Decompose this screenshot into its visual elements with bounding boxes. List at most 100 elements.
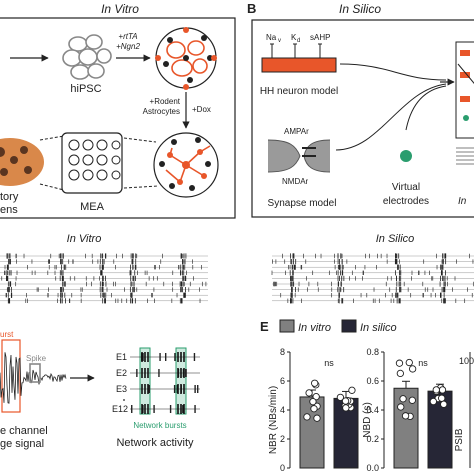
data-point [303,413,311,421]
y-tick-label: 100 [459,356,474,366]
data-point [312,393,320,401]
hipsc-cells-icon [62,34,112,80]
data-point [309,398,317,406]
right-partial-label: In [458,196,467,207]
hh-label: HH neuron model [260,86,338,97]
nbd-bar-chart: 0.0 0.2 0.4 0.6 0.8 NBD (s) ns [362,347,453,473]
network-bursts-raster [130,347,200,415]
y-tick-label: 0.6 [366,376,379,386]
channel-k-sub: d [297,38,300,44]
partial-raster-icon [456,147,474,165]
synapse-model-icon [267,139,331,173]
raster-in-silico-title: In Silico [376,233,415,245]
converging-lines [335,63,447,151]
channel-label-2: ge signal [0,438,44,450]
electrode-e3: E3 [116,384,127,394]
coculture-icon [153,132,219,198]
data-point [438,386,447,394]
neuron-culture-icon [155,27,217,90]
raster-in-vitro-title: In Vitro [67,233,102,245]
legend-in-silico-label: In silico [360,322,397,334]
data-point [408,396,416,404]
data-point [341,397,350,405]
data-point [397,403,405,411]
synapse-label: Synapse model [268,198,337,209]
data-point [336,393,345,402]
network-activity-label: Network activity [116,437,194,449]
raster-in-silico [271,253,474,304]
panel-a-title: In Vitro [101,2,139,16]
data-point [399,395,407,403]
data-point [405,358,413,367]
y-tick-label: 4 [280,405,285,415]
legend-in-silico-swatch [341,319,357,333]
data-point [429,397,438,406]
channel-label-1: e channel [0,425,48,437]
rodent-tissue-icon [0,138,44,186]
y-tick-label: 0.4 [366,405,379,415]
virtual-electrode-icon [400,150,412,162]
arrow1-label-2: +Ngn2 [116,42,140,51]
data-point [438,394,446,402]
data-point [311,379,319,387]
voltage-trace-icon [0,339,67,413]
panel-b-letter: B [247,1,256,16]
y-tick-label: 6 [280,376,285,386]
ampar-label: AMPAr [284,127,309,136]
data-point [432,386,440,394]
y-axis-label: NBD (s) [362,402,373,438]
dashed-line-top [39,135,65,141]
channel-na-label: Na [266,33,277,42]
raster-in-vitro [0,253,208,304]
nbr-bar-chart: 0 2 4 6 8 NBR (NBs/min) ns [268,347,359,473]
data-point [313,414,321,422]
spike-label: Spike [26,354,47,363]
panel-b-title: In Silico [339,2,381,16]
data-point [342,404,350,412]
left-label-1: tory [0,191,19,203]
y-tick-label: 0.8 [366,347,379,357]
y-tick-label: 0.0 [366,463,379,473]
channel-k-label: K [291,33,297,42]
data-point [395,359,404,367]
data-point [305,389,313,397]
left-label-2: ens [0,204,18,216]
electrode-e2: E2 [116,368,127,378]
panel-e-letter: E [260,319,269,334]
arrow2-label-1: +Rodent [150,97,181,106]
y-axis-label: NBR (NBs/min) [268,386,279,454]
channel-na-sub: v [278,38,281,44]
data-point [310,405,318,413]
hipsc-label: hiPSC [70,83,101,95]
network-model-icon [455,41,474,139]
y-tick-label: 8 [280,347,285,357]
virtual-label-1: Virtual [392,182,420,193]
y-axis-label: PSIB [454,428,465,451]
electrode-e1: E1 [116,352,127,362]
dashed-line-bottom [39,183,65,191]
data-point [440,400,448,408]
hh-neuron-model-icon [261,43,337,73]
legend-in-vitro-label: In vitro [298,322,331,334]
y-tick-label: 0 [280,463,285,473]
dashed-line-mea-top [123,137,157,143]
arrow2-label-3: +Dox [192,105,211,114]
data-point [408,365,417,373]
ellipsis-dot [123,399,125,401]
y-tick-label: 0.2 [366,434,379,444]
mea-label: MEA [80,201,105,213]
mea-plate-icon [61,132,123,194]
virtual-label-2: electrodes [383,196,429,207]
psib-bar-chart: 100 PSIB [454,352,474,468]
data-point [348,386,356,394]
electrode-e12: E12 [112,404,128,414]
ns-label: ns [324,358,334,368]
nmdar-label: NMDAr [282,177,309,186]
legend-in-vitro-swatch [279,319,295,333]
channel-sahp-label: sAHP [310,33,330,42]
arrow2-label-2: Astrocytes [143,107,180,116]
data-point [396,369,404,378]
burst-label: urst [0,330,14,339]
y-tick-label: 2 [280,434,285,444]
